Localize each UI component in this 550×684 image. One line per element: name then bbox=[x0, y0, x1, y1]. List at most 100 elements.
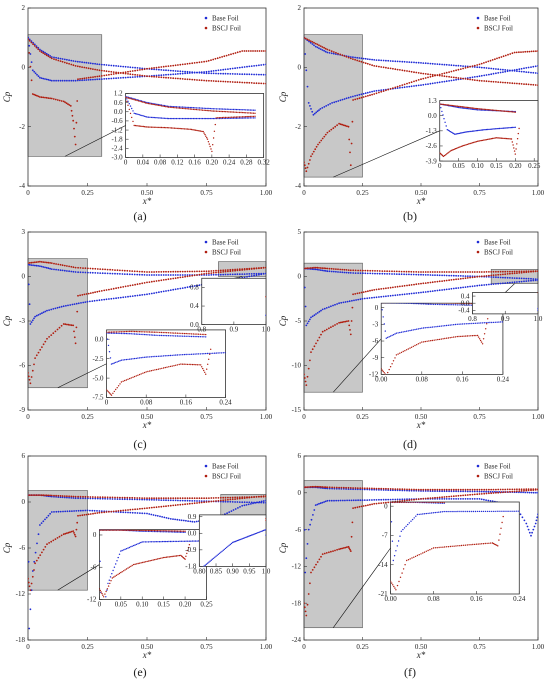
panel-b-main-series-1-point bbox=[464, 65, 467, 68]
panel-e-main-series-2-point bbox=[117, 510, 120, 512]
panel-a-legend-base-label: Base Foil bbox=[212, 15, 239, 23]
panel-b-main-series-2-point bbox=[382, 90, 385, 92]
panel-e-main-series-2-point bbox=[79, 514, 81, 517]
panel-f-main-series-2-point bbox=[344, 546, 347, 549]
panel-e-main-series-0-point bbox=[230, 510, 233, 512]
panel-c-inset-a-series-1-point bbox=[143, 333, 146, 336]
panel-a-inset-a-series-0-point bbox=[145, 116, 147, 118]
panel-a-main-series-1-point bbox=[59, 57, 62, 60]
panel-a-inset-a-series-3-point bbox=[209, 110, 211, 112]
panel-d-main-series-0-point bbox=[523, 280, 525, 283]
panel-d-main-series-2-point bbox=[499, 273, 502, 276]
panel-a-main-series-3-point bbox=[148, 75, 151, 78]
panel-f-main-series-0-point bbox=[305, 557, 308, 560]
panel-d-main-series-3-point bbox=[339, 268, 342, 271]
panel-e-main-series-0-point bbox=[239, 506, 241, 508]
panel-d-xtick-label: 0 bbox=[302, 413, 306, 421]
panel-e-main-series-3-point bbox=[40, 494, 43, 497]
panel-b-main-series-0-point bbox=[339, 99, 342, 102]
panel-b-inset-a-series-2-point bbox=[454, 148, 457, 150]
panel-c-main-series-1-point bbox=[146, 274, 148, 276]
panel-d-inset-b-series-0-point bbox=[537, 309, 539, 311]
panel-c-inset-a-ytick-label: -5.0 bbox=[92, 374, 104, 382]
panel-d-inset-a-series-3-point bbox=[408, 301, 409, 302]
panel-c-main-series-2-point bbox=[60, 324, 63, 327]
panel-f-main-series-3-point bbox=[495, 488, 497, 491]
panel-d-main-series-1-point bbox=[513, 277, 516, 279]
panel-d-main-series-0-point bbox=[466, 285, 469, 288]
panel-a-inset-a-series-2-point bbox=[232, 116, 234, 118]
panel-c-inset-a-series-2-point bbox=[162, 367, 165, 369]
panel-e-inset-a-series-3-point bbox=[153, 529, 156, 532]
panel-f-inset-a-series-2-point bbox=[431, 548, 433, 550]
panel-b-inset-a-series-2-point bbox=[486, 138, 489, 141]
panel-c-main-series-0-point bbox=[248, 275, 251, 278]
panel-f-main-series-0-point bbox=[330, 499, 333, 502]
panel-e-main-series-1-point bbox=[128, 498, 131, 501]
panel-d-inset-a-series-2-point bbox=[440, 338, 442, 340]
panel-d-main-series-3-point bbox=[471, 271, 474, 273]
panel-d-inset-a-series-2-point bbox=[407, 348, 409, 350]
panel-e-main-series-2-point bbox=[28, 585, 31, 588]
panel-a-inset-a-series-2-point bbox=[217, 117, 219, 119]
panel-b-main-series-0-point bbox=[399, 86, 401, 89]
panel-a-inset-a-series-1-point bbox=[226, 108, 228, 110]
panel-e-inset-b-series-0-point bbox=[228, 544, 230, 547]
panel-b-inset-a-series-0-point bbox=[459, 132, 462, 134]
panel-a-inset-a-series-1-point bbox=[211, 108, 213, 110]
panel-e-main-series-2-point bbox=[75, 528, 78, 531]
panel-e-main-series-0-point bbox=[71, 510, 73, 512]
panel-a-main-series-2-point bbox=[40, 96, 43, 99]
panel-f-main-series-0-point bbox=[355, 499, 357, 502]
panel-d-inset-a-series-2-point bbox=[394, 357, 396, 359]
panel-a-main-series-3-point bbox=[33, 45, 36, 47]
panel-b-inset-a-series-0-point bbox=[509, 127, 511, 129]
panel-c-inset-b-ytick-label: 0.0 bbox=[190, 321, 199, 329]
panel-a-inset-a-series-2-point bbox=[182, 128, 184, 130]
panel-e-inset-a-series-0-point bbox=[169, 540, 172, 543]
panel-d-inset-a-series-2-point bbox=[395, 354, 398, 356]
panel-b-inset-a-series-2-point bbox=[512, 144, 514, 146]
panel-c-inset-a-series-1-point bbox=[140, 333, 142, 336]
panel-f-main-series-3-point bbox=[361, 487, 364, 490]
panel-f-main-series-3-point bbox=[309, 486, 312, 488]
panel-f-main-series-2-point bbox=[450, 495, 453, 498]
panel-c-main-series-2-point bbox=[212, 271, 215, 274]
panel-e-inset-a-series-3-point bbox=[115, 529, 118, 531]
panel-c-main-series-1-point bbox=[33, 264, 36, 267]
panel-b-main-series-2-point bbox=[352, 99, 354, 101]
panel-c-main-series-3-point bbox=[217, 269, 220, 272]
panel-b-main-series-group bbox=[304, 36, 538, 173]
panel-a-inset-a-xtick-label: 0.12 bbox=[171, 159, 184, 167]
panel-b-xtick-label: 1.00 bbox=[532, 189, 545, 197]
panel-b-main-series-1-point bbox=[476, 66, 479, 69]
panel-b-main-series-0-point bbox=[443, 80, 446, 83]
panel-e-inset-a-series-2-point bbox=[168, 556, 171, 558]
panel-f-main-series-2-point bbox=[367, 504, 369, 506]
panel-f-main-series-2-point bbox=[311, 569, 314, 571]
panel-f-inset-a-series-0-point bbox=[429, 512, 431, 514]
panel-a-inset-a-series-0-point bbox=[142, 115, 144, 117]
panel-d-ytick-label: -10 bbox=[292, 362, 302, 370]
panel-b-inset-a-series-0-point bbox=[474, 130, 476, 132]
panel-f-main-series-3-point bbox=[427, 488, 429, 491]
panel-f-inset-a-series-3-point bbox=[414, 502, 417, 503]
panel-b-main-series-0-point bbox=[313, 112, 316, 115]
panel-e-inset-b-series-3-point bbox=[265, 519, 266, 522]
panel-d-main-series-3-point bbox=[506, 270, 509, 273]
panel-b-main-series-0-point bbox=[429, 82, 432, 85]
panel-d-inset-a-series-1-point bbox=[417, 303, 420, 305]
panel-e-main-series-3-point bbox=[45, 494, 48, 497]
panel-c-inset-a-series-1-point bbox=[157, 334, 159, 337]
panel-c-inset-a-series-3-point bbox=[182, 332, 184, 335]
panel-e-main-series-1-point bbox=[169, 499, 172, 502]
panel-a-inset-a-series-2-point bbox=[213, 130, 216, 132]
panel-a-main-series-0-point bbox=[81, 79, 83, 82]
panel-d-ytick-label: -15 bbox=[292, 406, 302, 414]
panel-f-inset-a-series-2-point bbox=[425, 550, 427, 552]
panel-c-main-series-1-point bbox=[179, 274, 182, 276]
panel-e-main-series-0-point bbox=[44, 518, 46, 521]
panel-f-main-series-1-point bbox=[469, 490, 471, 493]
